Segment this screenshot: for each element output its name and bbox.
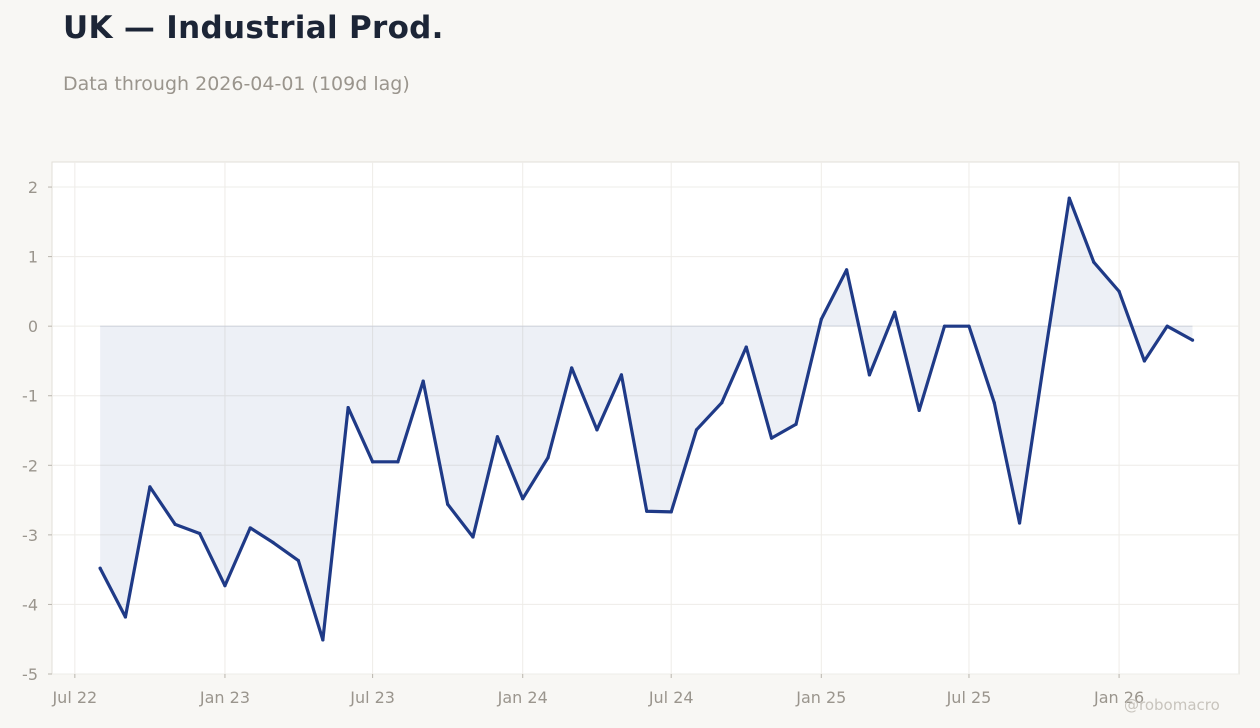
data-point bbox=[248, 526, 252, 530]
data-point bbox=[98, 566, 102, 570]
line-layer bbox=[98, 196, 1195, 642]
data-point bbox=[844, 268, 849, 272]
data-point bbox=[421, 379, 425, 383]
plot-area bbox=[51, 161, 1240, 675]
data-point bbox=[1190, 338, 1195, 342]
data-point bbox=[446, 502, 450, 506]
data-point bbox=[992, 401, 996, 405]
y-axis: 2 1 0 -1 -2 -3 -4 -5 bbox=[22, 178, 52, 684]
y-tick-label: -4 bbox=[22, 595, 38, 614]
data-point bbox=[1017, 521, 1022, 525]
data-point bbox=[546, 456, 550, 460]
data-point bbox=[396, 460, 400, 464]
data-point bbox=[346, 405, 350, 410]
data-point bbox=[321, 638, 325, 642]
data-point bbox=[173, 522, 177, 527]
data-point bbox=[198, 531, 202, 536]
chart-title: UK — Industrial Prod. bbox=[63, 10, 444, 46]
x-axis: Jul 22 Jan 23 Jul 23 Jan 24 Jul 24 Jan 25 Jul … bbox=[51, 674, 1144, 707]
x-tick-label: Jan 24 bbox=[497, 688, 548, 707]
y-tick-label: -5 bbox=[22, 665, 38, 684]
data-point bbox=[271, 540, 275, 545]
data-point bbox=[1165, 324, 1169, 328]
chart-subtitle: Data through 2026-04-01 (109d lag) bbox=[63, 73, 410, 95]
x-tick-label: Jul 23 bbox=[349, 688, 395, 707]
data-point bbox=[1117, 289, 1121, 293]
data-point bbox=[223, 584, 227, 588]
x-tick-label: Jan 23 bbox=[199, 688, 250, 707]
data-point bbox=[1142, 359, 1146, 363]
x-tick-label: Jan 25 bbox=[795, 688, 846, 707]
y-tick-label: -1 bbox=[22, 387, 38, 406]
data-point bbox=[942, 324, 947, 328]
grid bbox=[52, 162, 1239, 675]
data-point bbox=[893, 310, 897, 314]
data-point bbox=[495, 435, 500, 439]
data-point bbox=[1092, 260, 1096, 264]
data-point bbox=[867, 373, 872, 377]
y-tick-label: 0 bbox=[28, 317, 38, 336]
data-point bbox=[794, 422, 798, 426]
y-tick-label: -3 bbox=[22, 526, 38, 545]
data-point bbox=[669, 510, 673, 514]
data-point bbox=[471, 535, 475, 539]
y-tick-label: 2 bbox=[28, 178, 38, 197]
y-tick-label: 1 bbox=[28, 248, 38, 267]
data-point bbox=[1042, 359, 1046, 363]
data-point bbox=[694, 428, 699, 432]
data-point bbox=[720, 401, 724, 405]
data-point bbox=[1067, 196, 1071, 200]
data-point bbox=[296, 559, 300, 563]
data-point bbox=[819, 317, 823, 321]
x-tick-label: Jul 22 bbox=[51, 688, 97, 707]
data-point bbox=[619, 373, 624, 377]
data-point bbox=[967, 324, 971, 328]
x-tick-label: Jul 25 bbox=[946, 688, 992, 707]
data-point bbox=[917, 408, 921, 412]
data-point bbox=[570, 366, 574, 370]
data-point bbox=[645, 509, 649, 513]
data-point bbox=[744, 345, 748, 349]
data-point bbox=[769, 436, 774, 440]
data-point bbox=[521, 497, 525, 501]
area-layer bbox=[100, 198, 1193, 640]
y-tick-label: -2 bbox=[22, 456, 38, 475]
data-point bbox=[371, 460, 375, 464]
data-point bbox=[123, 615, 128, 619]
series-area bbox=[100, 198, 1193, 640]
watermark: @robomacro bbox=[1124, 696, 1220, 714]
data-point bbox=[148, 485, 152, 489]
data-point bbox=[595, 428, 599, 432]
x-tick-label: Jul 24 bbox=[648, 688, 694, 707]
x-tick-label: Jan 26 bbox=[1093, 688, 1144, 707]
